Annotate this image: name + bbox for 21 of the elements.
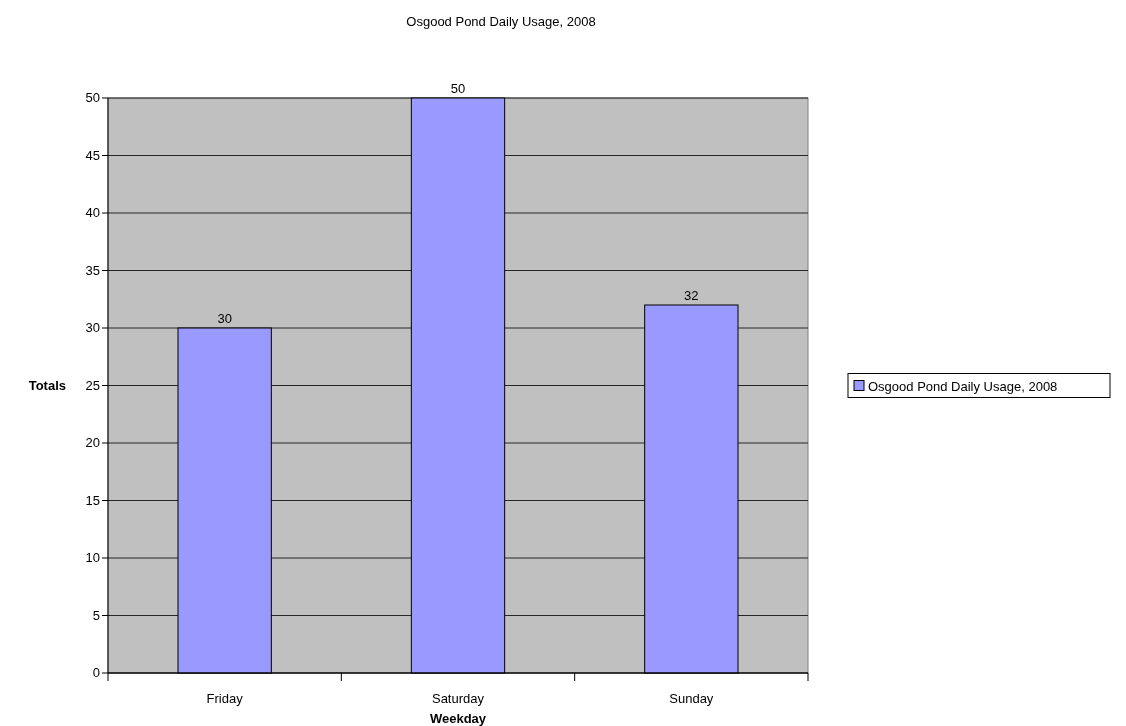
data-label: 50 [450, 81, 466, 96]
x-tick-label: Saturday [431, 691, 485, 706]
y-tick-label: 40 [85, 205, 100, 220]
y-tick-label: 15 [85, 492, 100, 508]
legend-label: Osgood Pond Daily Usage, 2008 [868, 378, 1058, 394]
y-tick-label: 45 [85, 147, 100, 163]
data-label: 30 [217, 311, 232, 326]
data-label: 32 [684, 288, 699, 303]
y-axis-title: Totals [28, 377, 66, 393]
x-tick-label: Sunday [669, 691, 714, 706]
y-tick-label: 50 [85, 90, 100, 105]
y-tick-label: 25 [85, 377, 100, 393]
x-axis-title: Weekday [429, 711, 487, 726]
x-tick-label: Friday [206, 691, 244, 706]
y-tick-label: 35 [85, 262, 100, 278]
y-tick-label: 5 [92, 607, 100, 623]
y-tick-label: 0 [92, 665, 100, 680]
y-tick-label: 30 [85, 320, 100, 335]
chart-title: Osgood Pond Daily Usage, 2008 [406, 14, 596, 29]
y-tick-label: 10 [85, 550, 100, 565]
y-tick-label: 20 [85, 435, 100, 450]
